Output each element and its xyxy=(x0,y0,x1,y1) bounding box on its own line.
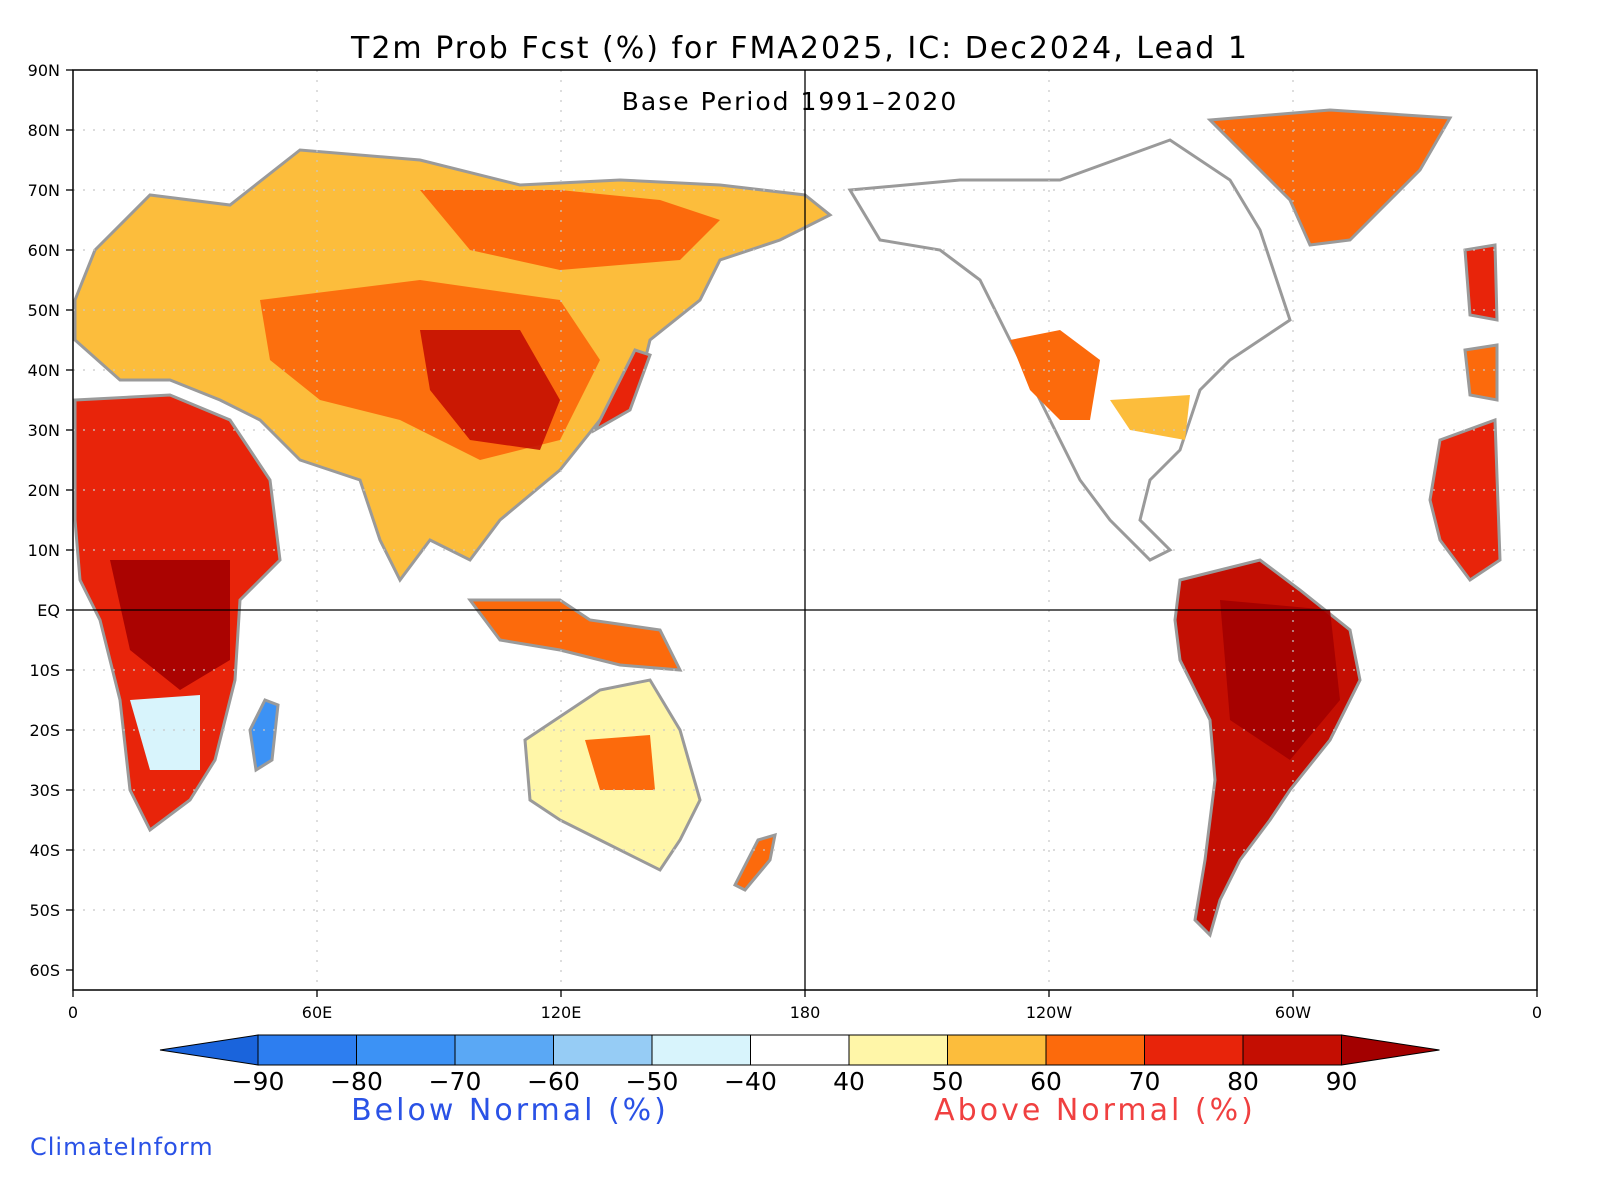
latitude-tick-label: 40S xyxy=(29,841,60,860)
colorbar-tick-label: −70 xyxy=(429,1067,482,1096)
west-africa-edge-landmass xyxy=(1428,417,1502,583)
colorbar-tick-label: −90 xyxy=(232,1067,285,1096)
colorbar-tick-label: 70 xyxy=(1129,1067,1161,1096)
longitude-axis: 0 60E 120E 180 120W 60W 0 xyxy=(68,990,1542,1022)
latitude-tick-label: 50N xyxy=(28,301,60,320)
latitude-tick-label: 20N xyxy=(28,481,60,500)
longitude-tick-label: 0 xyxy=(68,1003,78,1022)
colorbar-swatch xyxy=(257,1034,357,1066)
latitude-tick-label: 60N xyxy=(28,241,60,260)
longitude-tick-label: 60E xyxy=(302,1003,332,1022)
latitude-tick-label: 10N xyxy=(28,541,60,560)
chart-title: T2m Prob Fcst (%) for FMA2025, IC: Dec20… xyxy=(350,31,1249,66)
colorbar-swatch xyxy=(750,1034,850,1066)
latitude-tick-label: 50S xyxy=(29,901,60,920)
colorbar-tick-label: 40 xyxy=(833,1067,865,1096)
latitude-axis: 90N 80N 70N 60N 50N 40N 30N 20N 10N EQ 10S 20S 30S 40… xyxy=(28,61,73,980)
latitude-tick-label: 10S xyxy=(29,661,60,680)
longitude-tick-label: 120W xyxy=(1026,1003,1073,1022)
colorbar-tick-label: 60 xyxy=(1030,1067,1062,1096)
us-southeast-warm-region xyxy=(1110,395,1190,440)
china-warm-core xyxy=(420,330,560,450)
longitude-tick-label: 180 xyxy=(790,1003,821,1022)
colorbar-swatch xyxy=(1242,1034,1342,1066)
new-zealand-landmass xyxy=(732,832,777,892)
latitude-tick-label: 30N xyxy=(28,421,60,440)
colorbar-tick-label: 80 xyxy=(1227,1067,1259,1096)
latitude-tick-label: 60S xyxy=(29,961,60,980)
latitude-tick-label: 80N xyxy=(28,121,60,140)
colorbar-tick-label: 90 xyxy=(1326,1067,1358,1096)
colorbar-swatch xyxy=(356,1034,456,1066)
colorbar-max-arrow xyxy=(1341,1034,1440,1066)
latitude-tick-label: 20S xyxy=(29,721,60,740)
colorbar-swatch xyxy=(1045,1034,1145,1066)
australia-warm-core xyxy=(585,735,655,790)
colorbar: −90 −80 −70 −60 −50 −40 40 50 60 70 80 90 xyxy=(159,1034,1440,1096)
southern-africa-cool-region xyxy=(130,695,200,770)
greenland-landmass xyxy=(1206,108,1453,247)
latitude-tick-label: 90N xyxy=(28,61,60,80)
colorbar-tick-label: −40 xyxy=(724,1067,777,1096)
latitude-tick-label: 30S xyxy=(29,781,60,800)
longitude-tick-label: 120E xyxy=(541,1003,582,1022)
latitude-tick-label: EQ xyxy=(37,601,60,620)
colorbar-swatch xyxy=(553,1034,653,1066)
colorbar-swatch xyxy=(848,1034,948,1066)
colorbar-swatch xyxy=(651,1034,751,1066)
colorbar-swatch xyxy=(1144,1034,1244,1066)
colorbar-min-arrow xyxy=(159,1034,259,1066)
latitude-tick-label: 70N xyxy=(28,181,60,200)
map-panel: Base Period 1991–2020 xyxy=(72,69,1538,991)
colorbar-swatch xyxy=(947,1034,1047,1066)
japan-landmass xyxy=(591,348,652,434)
longitude-tick-label: 0 xyxy=(1532,1003,1542,1022)
colorbar-tick-label: −80 xyxy=(330,1067,383,1096)
maritime-continent-landmass xyxy=(467,598,683,672)
longitude-tick-label: 60W xyxy=(1275,1003,1311,1022)
colorbar-tick-label: −50 xyxy=(626,1067,679,1096)
east-africa-warm-core xyxy=(110,560,230,690)
colorbar-tick-label: 50 xyxy=(932,1067,964,1096)
credit-label: ClimateInform xyxy=(30,1133,214,1161)
above-normal-label: Above Normal (%) xyxy=(934,1093,1256,1128)
brazil-warm-core xyxy=(1220,600,1340,760)
uk-edge-landmass xyxy=(1463,243,1499,322)
base-period-label: Base Period 1991–2020 xyxy=(622,87,958,116)
below-normal-label: Below Normal (%) xyxy=(351,1093,669,1128)
iberia-edge-landmass xyxy=(1463,343,1499,402)
latitude-tick-label: 40N xyxy=(28,361,60,380)
madagascar-landmass xyxy=(248,698,280,773)
colorbar-tick-label: −60 xyxy=(527,1067,580,1096)
us-southwest-warm-region xyxy=(1010,330,1100,420)
colorbar-swatch xyxy=(454,1034,554,1066)
